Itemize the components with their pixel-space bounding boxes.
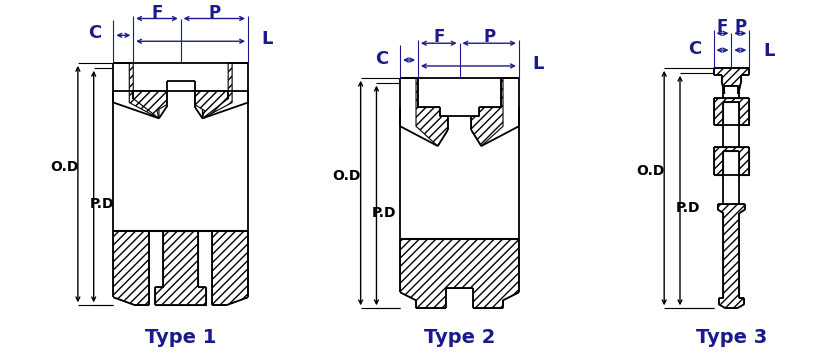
Polygon shape	[155, 231, 206, 305]
Text: O.D: O.D	[636, 164, 665, 178]
Text: C: C	[88, 24, 102, 42]
Polygon shape	[714, 147, 749, 175]
Polygon shape	[113, 231, 149, 305]
Text: P.D: P.D	[372, 206, 397, 220]
Polygon shape	[400, 78, 448, 146]
Polygon shape	[471, 78, 519, 146]
Text: F: F	[716, 18, 728, 36]
Text: L: L	[763, 42, 775, 60]
Text: P: P	[208, 4, 220, 22]
Polygon shape	[194, 91, 229, 118]
Text: Type 1: Type 1	[145, 329, 216, 347]
Polygon shape	[400, 239, 519, 308]
Text: F: F	[433, 28, 445, 46]
Text: P.D: P.D	[676, 201, 701, 216]
Text: P: P	[483, 28, 495, 46]
Polygon shape	[213, 231, 248, 305]
Text: O.D: O.D	[333, 169, 361, 183]
Text: Type 3: Type 3	[696, 329, 767, 347]
Text: P.D: P.D	[89, 197, 114, 212]
Polygon shape	[113, 63, 159, 118]
Text: C: C	[375, 50, 389, 68]
Polygon shape	[714, 68, 749, 93]
Polygon shape	[133, 91, 167, 118]
Text: F: F	[151, 4, 163, 22]
Text: O.D: O.D	[50, 160, 78, 174]
Polygon shape	[714, 97, 749, 125]
Text: Type 2: Type 2	[424, 329, 495, 347]
Text: P: P	[734, 18, 746, 36]
Text: L: L	[262, 30, 274, 48]
Text: C: C	[689, 40, 701, 58]
Polygon shape	[717, 204, 746, 308]
Text: L: L	[533, 55, 544, 73]
Polygon shape	[203, 63, 248, 118]
